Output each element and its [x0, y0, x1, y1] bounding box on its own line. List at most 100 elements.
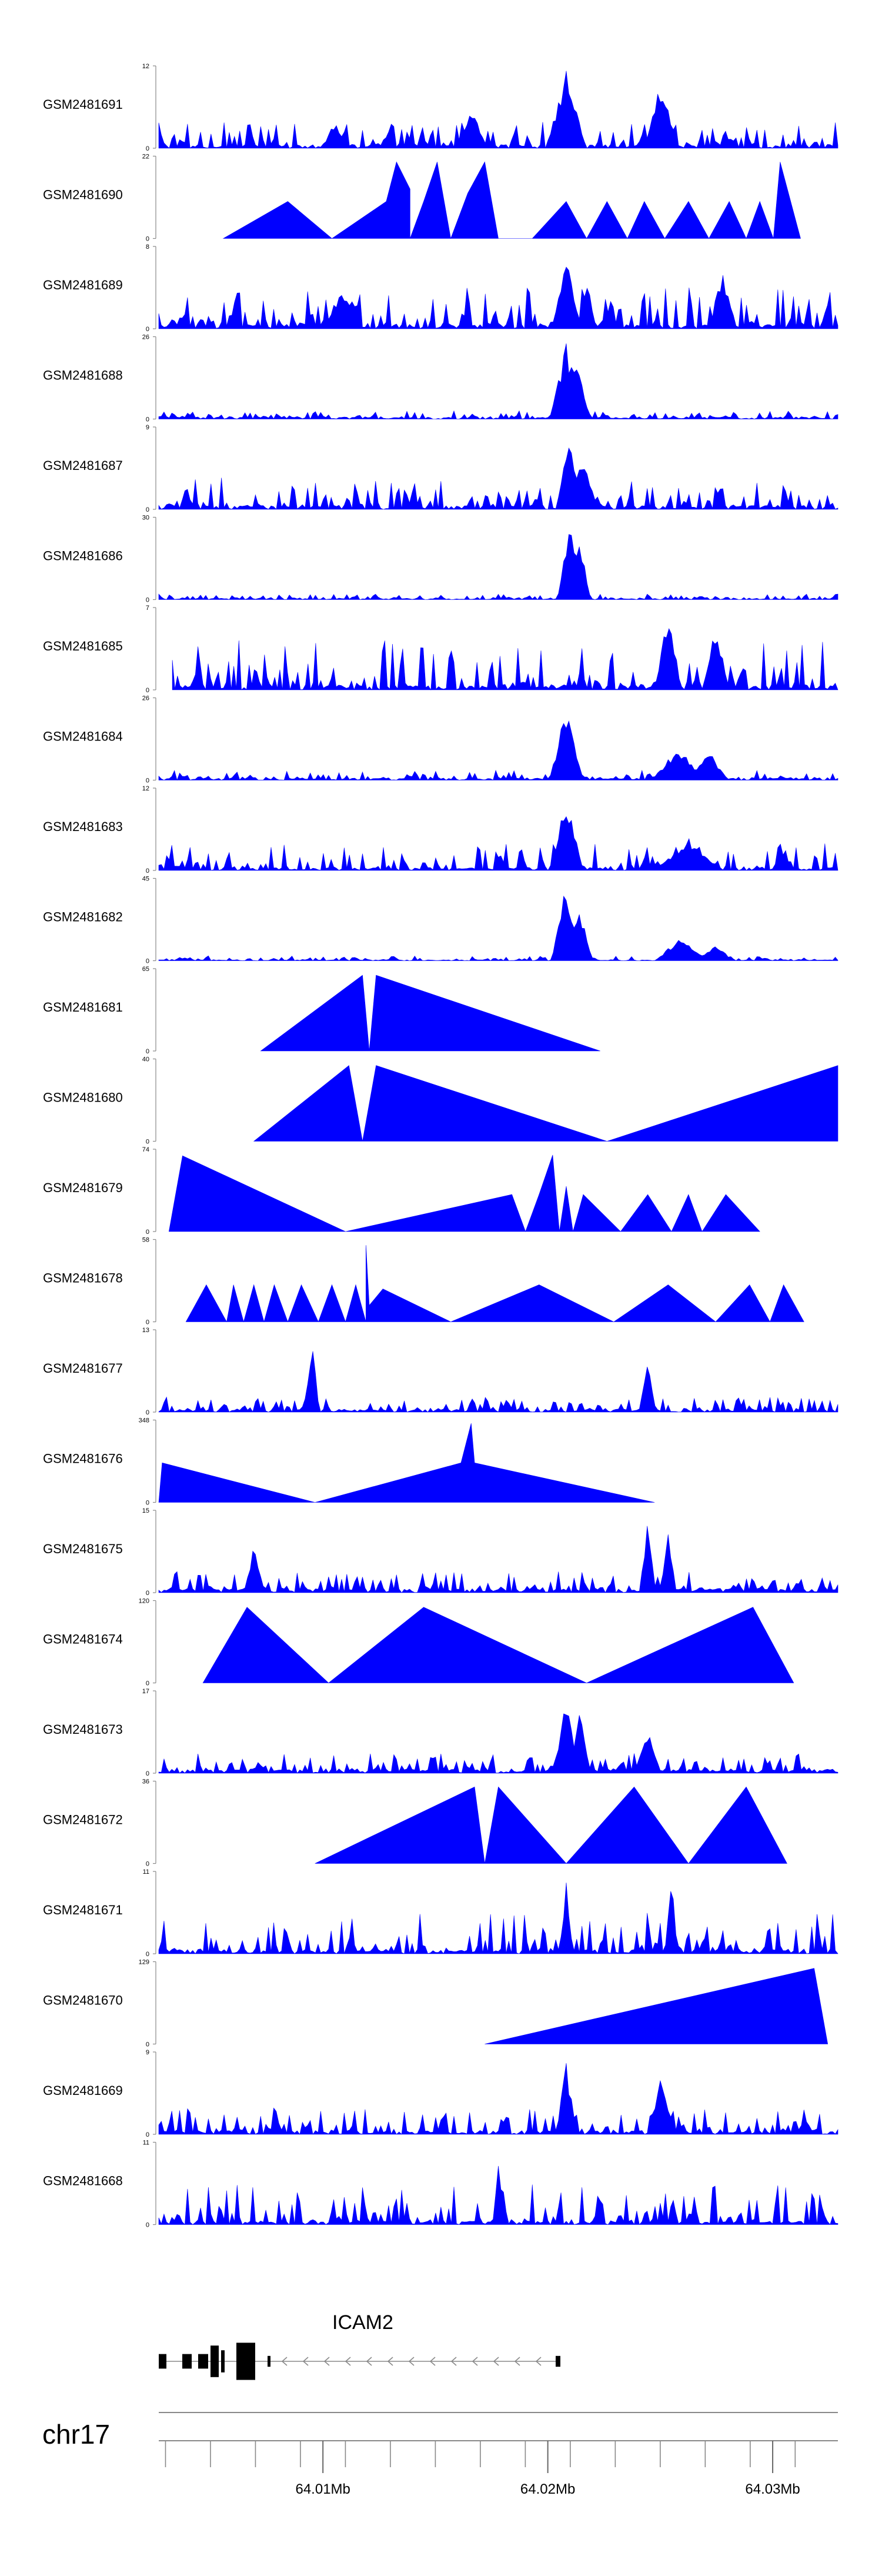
y-min-label: 0 — [146, 687, 149, 694]
track-label: GSM2481682 — [43, 909, 123, 924]
y-min-label: 0 — [146, 1409, 149, 1416]
y-max-label: 26 — [142, 695, 149, 702]
y-max-label: 40 — [142, 1056, 149, 1063]
y-min-label: 0 — [146, 2131, 149, 2138]
y-max-label: 12 — [142, 63, 149, 70]
strand-arrow — [493, 2357, 499, 2366]
gene-exon — [198, 2354, 208, 2369]
track-label: GSM2481681 — [43, 1000, 123, 1015]
y-max-label: 22 — [142, 154, 149, 161]
y-max-label: 348 — [139, 1417, 149, 1424]
coverage-area — [158, 1883, 838, 1954]
track-label: GSM2481683 — [43, 819, 123, 834]
y-max-label: 17 — [142, 1688, 149, 1695]
strand-arrow — [387, 2357, 393, 2366]
track-GSM2481676: GSM2481676 348 0 — [43, 1417, 655, 1507]
y-min-label: 0 — [146, 1590, 149, 1597]
track-GSM2481671: GSM2481671 11 0 — [43, 1868, 838, 1958]
y-min-label: 0 — [146, 506, 149, 513]
y-min-label: 0 — [146, 1680, 149, 1687]
track-label: GSM2481676 — [43, 1451, 123, 1466]
track-GSM2481678: GSM2481678 58 0 — [43, 1237, 804, 1326]
y-min-label: 0 — [146, 778, 149, 785]
track-label: GSM2481669 — [43, 2083, 123, 2098]
y-max-label: 8 — [146, 243, 149, 251]
y-max-label: 7 — [146, 605, 149, 612]
y-max-label: 58 — [142, 1237, 149, 1244]
coverage-area — [158, 1526, 838, 1593]
gene-exon — [236, 2343, 255, 2380]
y-min-label: 0 — [146, 1139, 149, 1146]
track-GSM2481687: GSM2481687 9 0 — [43, 424, 838, 513]
track-label: GSM2481670 — [43, 1993, 123, 2007]
track-label: GSM2481679 — [43, 1180, 123, 1195]
coverage-area — [158, 720, 838, 781]
strand-arrow — [450, 2357, 457, 2366]
track-GSM2481669: GSM2481669 9 0 — [43, 2049, 838, 2138]
strand-arrow — [472, 2357, 478, 2366]
track-GSM2481691: GSM2481691 12 0 — [43, 63, 838, 152]
y-max-label: 129 — [139, 1959, 149, 1966]
y-max-label: 13 — [142, 1327, 149, 1334]
genome-axis: 64.01Mb 64.02Mb 64.03Mb — [159, 2412, 838, 2497]
coverage-area — [168, 1154, 760, 1232]
track-GSM2481690: GSM2481690 22 0 — [43, 154, 801, 243]
y-max-label: 11 — [143, 2140, 149, 2147]
track-GSM2481674: GSM2481674 120 0 — [43, 1598, 794, 1687]
strand-arrow — [281, 2357, 288, 2366]
track-label: GSM2481674 — [43, 1631, 123, 1646]
track-GSM2481673: GSM2481673 17 0 — [43, 1688, 838, 1777]
y-min-label: 0 — [146, 1861, 149, 1868]
gene-exon — [211, 2345, 219, 2377]
coverage-area — [158, 266, 838, 329]
coverage-area — [158, 1351, 838, 1413]
track-label: GSM2481685 — [43, 639, 123, 653]
y-max-label: 9 — [146, 424, 149, 431]
track-label: GSM2481684 — [43, 729, 123, 743]
track-label: GSM2481686 — [43, 548, 123, 563]
y-max-label: 120 — [139, 1598, 149, 1605]
strand-arrow — [323, 2357, 330, 2366]
coverage-area — [158, 1423, 655, 1503]
coverage-area — [158, 447, 838, 510]
track-label: GSM2481672 — [43, 1812, 123, 1827]
gene-exon — [159, 2354, 166, 2369]
track-GSM2481685: GSM2481685 7 0 — [43, 605, 838, 694]
gene-strand-arrows — [281, 2357, 542, 2366]
strand-arrow — [408, 2357, 415, 2366]
gene-exon — [268, 2355, 270, 2367]
track-label: GSM2481673 — [43, 1722, 123, 1737]
y-min-label: 0 — [146, 2041, 149, 2048]
axis-minor-ticks — [165, 2441, 796, 2467]
y-max-label: 9 — [146, 2049, 149, 2056]
y-max-label: 45 — [142, 876, 149, 883]
gene-label: ICAM2 — [332, 2311, 393, 2334]
y-min-label: 0 — [146, 867, 149, 875]
y-min-label: 0 — [146, 1048, 149, 1055]
track-GSM2481677: GSM2481677 13 0 — [43, 1327, 838, 1416]
track-GSM2481686: GSM2481686 30 0 — [43, 515, 838, 604]
y-min-label: 0 — [146, 597, 149, 604]
y-min-label: 0 — [146, 1951, 149, 1958]
y-max-label: 26 — [142, 334, 149, 341]
coverage-area — [158, 895, 838, 961]
axis-tick-label: 64.02Mb — [520, 2481, 575, 2497]
coverage-area — [260, 975, 600, 1052]
strand-arrow — [345, 2357, 351, 2366]
y-min-label: 0 — [146, 145, 149, 152]
track-label: GSM2481688 — [43, 368, 123, 382]
axis-tick-label: 64.01Mb — [295, 2481, 350, 2497]
y-max-label: 36 — [142, 1778, 149, 1786]
y-max-label: 11 — [143, 1868, 149, 1876]
track-label: GSM2481687 — [43, 458, 123, 473]
strand-arrow — [366, 2357, 372, 2366]
y-min-label: 0 — [146, 1229, 149, 1236]
chromosome-label: chr17 — [42, 2419, 110, 2450]
coverage-area — [158, 2165, 838, 2225]
y-min-label: 0 — [146, 1770, 149, 1777]
y-min-label: 0 — [146, 236, 149, 243]
track-GSM2481675: GSM2481675 15 0 — [43, 1507, 838, 1597]
coverage-area — [158, 816, 838, 871]
track-label: GSM2481671 — [43, 1903, 123, 1917]
